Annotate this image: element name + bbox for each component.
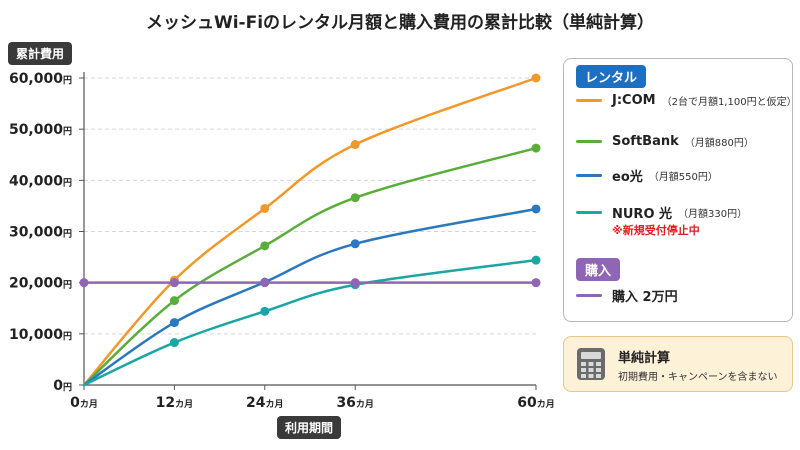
legend-rental-tag: レンタル (576, 65, 647, 88)
data-point-1 (350, 193, 360, 203)
y-tick-label: 20,000円 (9, 276, 72, 292)
x-axis-title: 利用期間 (277, 416, 342, 439)
series-line-2 (82, 207, 538, 387)
data-point-4 (350, 278, 360, 288)
x-tick-label: 12カ月 (156, 395, 194, 411)
legend-item-note: （月額550円） (648, 171, 718, 183)
x-tick-label: 36カ月 (336, 395, 374, 411)
legend-item-jcom: J:COM （2台で月額1,100円と仮定） (576, 92, 797, 108)
legend-item-label: SoftBank (612, 133, 679, 149)
legend-item-label: NURO 光 (612, 206, 673, 222)
data-point-4 (531, 278, 541, 288)
legend-item-purchase: 購入 2万円 (576, 287, 678, 305)
data-point-2 (531, 204, 541, 214)
y-tick-label: 30,000円 (9, 225, 72, 241)
series-line-1 (82, 146, 538, 387)
y-tick-label: 0円 (53, 378, 72, 394)
legend-purchase-tag: 購入 (576, 258, 621, 281)
legend-item-label: J:COM (612, 92, 656, 108)
legend-item-note: （月額880円） (684, 137, 754, 149)
data-point-2 (350, 239, 360, 249)
legend-item-label: eo光 (612, 169, 643, 185)
legend-swatch (576, 293, 602, 297)
series-line-3 (82, 258, 538, 387)
legend-item-nuro: NURO 光 （月額330円） (576, 204, 748, 222)
data-point-0 (350, 140, 360, 150)
legend-item-label: 購入 2万円 (612, 289, 678, 305)
data-point-4 (169, 278, 179, 288)
note-title: 単純計算 (618, 351, 671, 366)
data-point-3 (169, 338, 179, 348)
data-point-4 (260, 278, 270, 288)
note-subtitle: 初期費用・キャンペーンを含まない (618, 372, 778, 383)
data-point-1 (260, 241, 270, 251)
note-box: 単純計算 初期費用・キャンペーンを含まない (563, 336, 793, 392)
x-tick-label: 0カ月 (70, 395, 98, 411)
nuro-warning: ※新規受付停止中 (612, 224, 700, 237)
legend-swatch (576, 210, 602, 214)
y-tick-label: 40,000円 (9, 173, 72, 189)
y-tick-label: 10,000円 (9, 327, 72, 343)
chart-title: メッシュWi-Fiのレンタル月額と購入費用の累計比較（単純計算） (145, 13, 655, 33)
y-tick-label: 60,000円 (9, 71, 72, 87)
data-point-3 (531, 255, 541, 265)
legend-swatch (576, 139, 602, 143)
legend-swatch (576, 98, 602, 102)
data-point-3 (260, 306, 270, 316)
data-point-1 (169, 296, 179, 306)
legend-item-note: （月額330円） (678, 208, 748, 220)
data-point-1 (531, 143, 541, 153)
y-axis-title: 累計費用 (8, 42, 73, 65)
data-point-0 (531, 73, 541, 83)
data-point-4 (79, 278, 89, 288)
legend-item-note: （2台で月額1,100円と仮定） (661, 96, 797, 108)
legend-item-softbank: SoftBank （月額880円） (576, 133, 754, 149)
y-tick-label: 50,000円 (9, 122, 72, 138)
x-tick-label: 24カ月 (246, 395, 284, 411)
data-point-0 (260, 203, 270, 213)
legend: レンタル J:COM （2台で月額1,100円と仮定） SoftBank （月額… (563, 58, 797, 322)
legend-item-eo: eo光 （月額550円） (576, 167, 718, 185)
calculator-icon (577, 348, 605, 380)
x-tick-label: 60カ月 (517, 395, 555, 411)
legend-swatch (576, 173, 602, 177)
data-point-2 (169, 318, 179, 328)
